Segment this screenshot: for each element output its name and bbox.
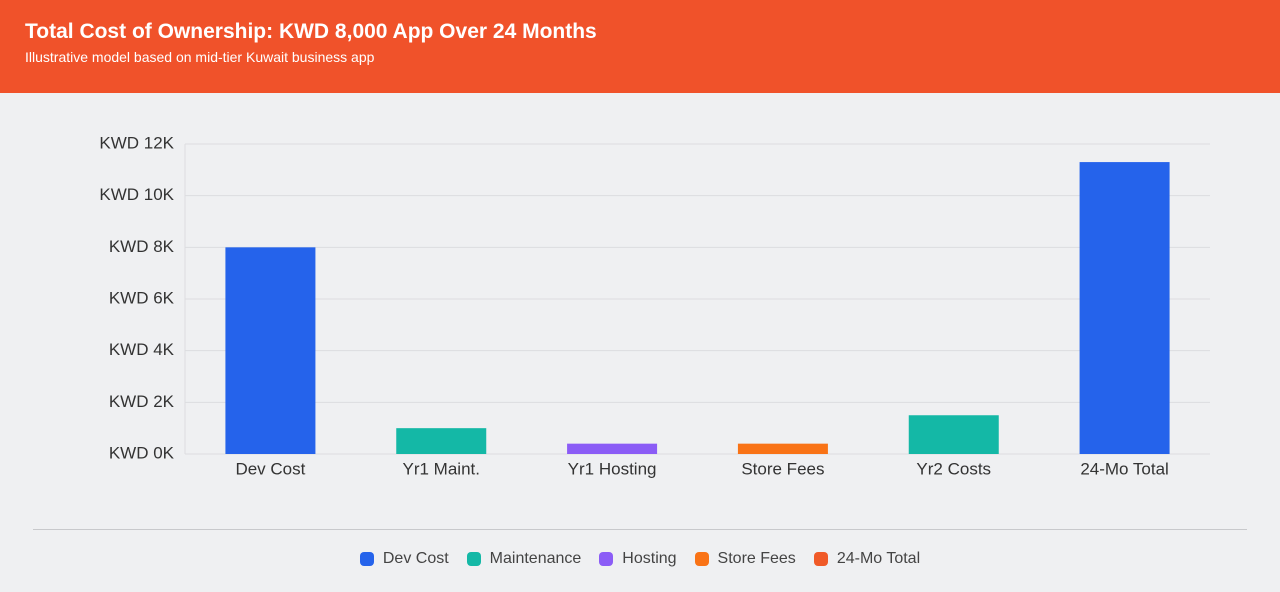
bar [396,428,487,454]
legend-label: Maintenance [489,550,582,567]
legend-item: Store Fees [694,550,796,568]
legend-label: Hosting [622,550,677,567]
y-tick-label: KWD 4K [109,340,175,359]
legend-swatch [694,552,709,566]
legend-item: Dev Cost [359,550,449,568]
y-tick-label: KWD 8K [109,237,175,256]
y-tick-label: KWD 12K [99,133,174,152]
legend-swatch [359,552,374,566]
legend-swatch [813,552,828,566]
bar [737,443,828,454]
legend-swatch [466,552,481,566]
chart: KWD 0K KWD 2K KWD 4K KWD 6K KWD 8K KWD 10K KWD… [99,133,1210,478]
x-tick-label: Yr2 Costs [916,459,991,478]
legend: Dev Cost Maintenance Hosting Store Fees 24-M… [0,550,1280,568]
y-tick-label: KWD 0K [109,443,175,462]
bar [567,443,658,454]
bar [908,415,999,454]
legend-item: Hosting [599,550,677,568]
legend-swatch [599,552,614,566]
y-tick-label: KWD 2K [109,392,175,411]
x-tick-label: Store Fees [741,459,824,478]
y-tick-label: KWD 10K [99,185,174,204]
x-tick-label: Dev Cost [235,459,305,478]
legend-label: 24-Mo Total [836,550,921,567]
legend-item: 24-Mo Total [813,550,921,568]
divider [33,529,1247,530]
chart-title: Total Cost of Ownership: KWD 8,000 App O… [25,20,597,43]
x-tick-label: Yr1 Maint. [403,459,480,478]
header: Total Cost of Ownership: KWD 8,000 App O… [0,0,1280,93]
chart-subtitle: Illustrative model based on mid-tier Kuw… [25,49,375,65]
x-tick-label: 24-Mo Total [1080,459,1169,478]
legend-label: Dev Cost [382,550,449,567]
y-tick-label: KWD 6K [109,288,175,307]
legend-label: Store Fees [717,550,796,567]
x-tick-label: Yr1 Hosting [568,459,657,478]
bar [1079,162,1170,454]
bar [225,247,316,454]
legend-item: Maintenance [466,550,582,568]
